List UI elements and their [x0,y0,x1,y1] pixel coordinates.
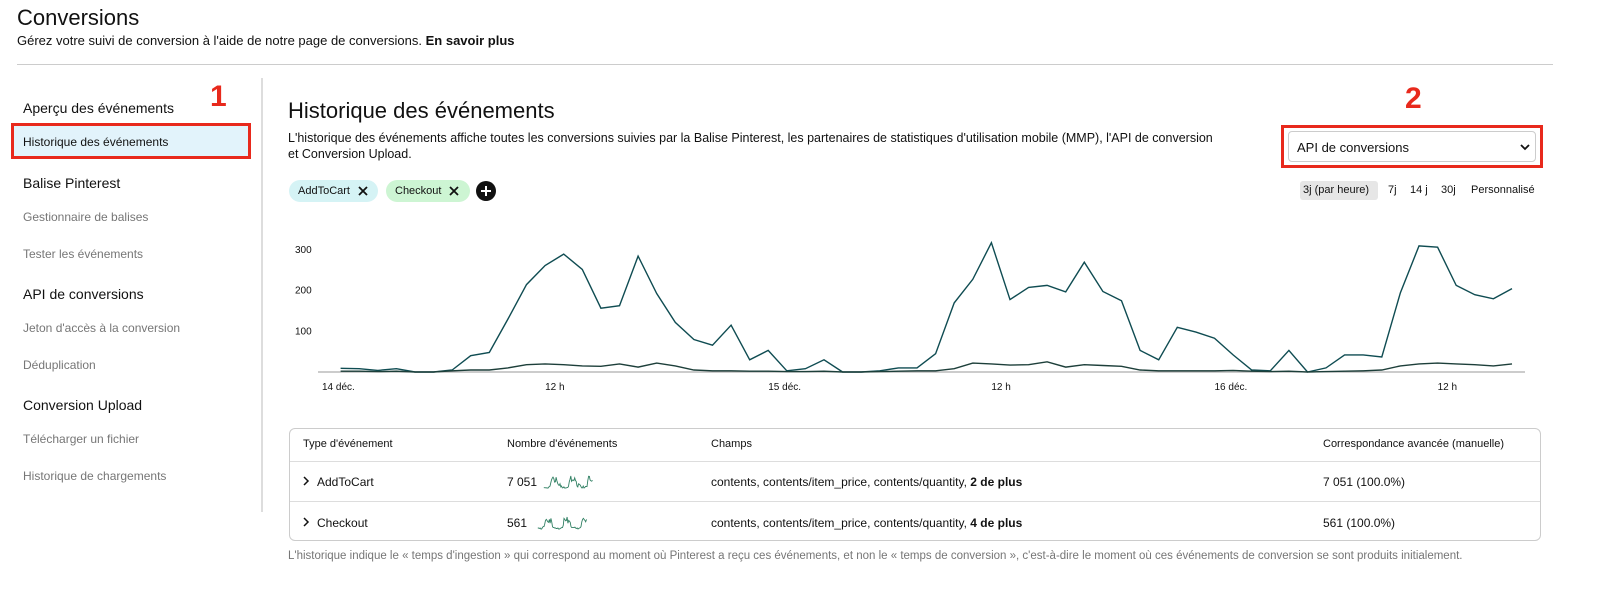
row-divider [290,461,1540,462]
x-tick-label: 15 déc. [768,382,801,393]
range-option[interactable]: 30j [1441,184,1456,196]
series-line [340,361,1513,373]
column-header: Champs [711,438,752,450]
sidebar-section: Aperçu des événements [23,100,174,116]
sidebar-item[interactable]: Gestionnaire de balises [23,210,149,224]
x-tick-label: 12 h [545,382,564,393]
sidebar-item[interactable]: Télécharger un fichier [23,432,140,446]
sidebar-section: Conversion Upload [23,397,143,413]
selected-item-highlight [11,123,251,159]
event-type[interactable]: Checkout [317,516,368,530]
chip-label: Checkout [395,185,442,197]
event-count: 7 051 [507,475,538,489]
event-type[interactable]: AddToCart [317,475,374,489]
sidebar-section: API de conversions [23,286,144,302]
fields: contents, contents/item_price, contents/… [711,516,1022,530]
chip-label: AddToCart [298,185,350,197]
x-tick-label: 16 déc. [1214,382,1247,393]
y-tick-label: 200 [295,286,312,297]
more-fields[interactable]: 2 de plus [970,475,1023,489]
expand-icon[interactable] [302,476,310,486]
subtitle-text: Gérez votre suivi de conversion à l'aide… [17,33,422,48]
column-header: Type d'événement [303,438,393,450]
dropdown-value: API de conversions [1297,140,1410,155]
filter-chip[interactable]: AddToCart [289,180,378,202]
row-divider [290,501,1540,502]
match: 7 051 (100.0%) [1323,475,1406,489]
annotation: 2 [1405,82,1422,115]
sidebar-item[interactable]: Historique de chargements [23,469,167,483]
range-option[interactable]: 3j (par heure) [1303,184,1370,196]
divider [17,64,1553,65]
sidebar-section: Balise Pinterest [23,175,121,191]
range-option[interactable]: Personnalisé [1471,184,1535,196]
note: L'historique indique le « temps d'ingest… [288,550,1463,562]
sidebar-item[interactable]: Déduplication [23,358,96,372]
add-filter[interactable] [476,181,496,201]
x-tick-label: 12 h [991,382,1010,393]
match: 561 (100.0%) [1323,516,1396,530]
sidebar-item[interactable]: Jeton d'accès à la conversion [23,321,181,335]
sidebar-item[interactable]: Tester les événements [23,247,144,261]
event-count: 561 [507,516,528,530]
range-selected-bg [1300,181,1378,200]
range-option[interactable]: 14 j [1410,184,1428,196]
description-line: L'historique des événements affiche tout… [288,131,1213,145]
x-tick-label: 12 h [1438,382,1457,393]
remove-icon[interactable] [358,186,368,196]
section-title: Historique des événements [288,98,555,123]
fields: contents, contents/item_price, contents/… [711,475,1022,489]
series-line [340,240,1513,373]
dropdown[interactable]: API de conversions [1288,131,1536,162]
column-header: Nombre d'événements [507,438,618,450]
chevron [1520,144,1530,151]
y-tick-label: 100 [295,326,312,337]
more-fields[interactable]: 4 de plus [970,516,1023,530]
dropdown-highlight [1281,125,1543,168]
range-option[interactable]: 7j [1388,184,1397,196]
table: Type d'événement Nombre d'événements Cha… [289,428,1541,541]
y-tick-label: 300 [295,245,312,256]
subtitle: Gérez votre suivi de conversion à l'aide… [17,33,515,48]
fields-text: contents, contents/item_price, contents/… [711,516,967,530]
annotation: 1 [210,80,227,113]
x-tick-label: 14 déc. [322,382,355,393]
description-line: et Conversion Upload. [288,147,412,161]
sidebar-item[interactable]: Historique des événements [23,135,169,149]
fields-text: contents, contents/item_price, contents/… [711,475,967,489]
learn-more-link[interactable]: En savoir plus [425,33,515,48]
filter-chip[interactable]: Checkout [386,180,470,202]
page-title: Conversions [17,5,140,30]
remove-icon[interactable] [449,186,460,196]
expand-icon[interactable] [302,517,310,527]
vertical-divider [261,78,263,512]
column-header: Correspondance avancée (manuelle) [1323,438,1504,450]
